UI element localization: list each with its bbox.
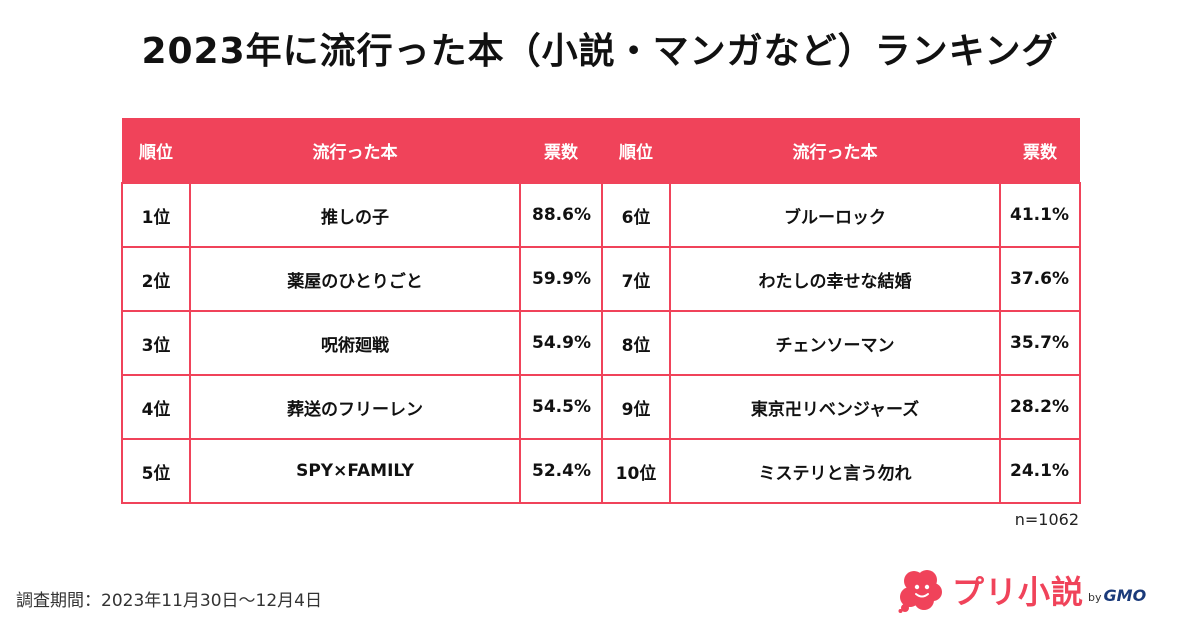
rank-cell: 7位 [601, 246, 671, 312]
header-book-left: 流行った本 [190, 118, 520, 183]
rank-cell: 8位 [601, 310, 671, 376]
header-votes-left: 票数 [520, 118, 602, 183]
book-cell: 推しの子 [189, 182, 521, 248]
book-cell: チェンソーマン [669, 310, 1001, 376]
rank-cell: 10位 [601, 438, 671, 504]
votes-cell: 35.7% [999, 310, 1081, 376]
votes-cell: 88.6% [519, 182, 603, 248]
book-cell: わたしの幸せな結婚 [669, 246, 1001, 312]
book-cell: 薬屋のひとりごと [189, 246, 521, 312]
brand-name: プリ小説 [952, 573, 1085, 611]
cloud-logo-icon [898, 567, 944, 613]
table-row: 3位 呪術廻戦 54.9% 8位 チェンソーマン 35.7% [121, 310, 1081, 376]
table-row: 5位 SPY×FAMILY 52.4% 10位 ミステリと言う勿れ 24.1% [121, 438, 1081, 504]
votes-cell: 54.5% [519, 374, 603, 440]
header-book-right: 流行った本 [670, 118, 1000, 183]
table-row: 4位 葬送のフリーレン 54.5% 9位 東京卍リベンジャーズ 28.2% [121, 374, 1081, 440]
rank-cell: 5位 [121, 438, 191, 504]
votes-cell: 41.1% [999, 182, 1081, 248]
sample-size-note: n=1062 [1014, 510, 1079, 529]
rank-cell: 4位 [121, 374, 191, 440]
brand-logo: プリ小説 by GMO [898, 560, 1190, 620]
table-row: 1位 推しの子 88.6% 6位 ブルーロック 41.1% [121, 182, 1081, 248]
votes-cell: 54.9% [519, 310, 603, 376]
votes-cell: 24.1% [999, 438, 1081, 504]
header-rank-right: 順位 [602, 118, 670, 183]
votes-cell: 52.4% [519, 438, 603, 504]
rank-cell: 1位 [121, 182, 191, 248]
rank-cell: 6位 [601, 182, 671, 248]
table-row: 2位 薬屋のひとりごと 59.9% 7位 わたしの幸せな結婚 37.6% [121, 246, 1081, 312]
book-cell: 葬送のフリーレン [189, 374, 521, 440]
table-header-row: 順位 流行った本 票数 順位 流行った本 票数 [122, 118, 1080, 183]
votes-cell: 28.2% [999, 374, 1081, 440]
votes-cell: 59.9% [519, 246, 603, 312]
book-cell: ミステリと言う勿れ [669, 438, 1001, 504]
header-votes-right: 票数 [1000, 118, 1080, 183]
rank-cell: 3位 [121, 310, 191, 376]
book-cell: 東京卍リベンジャーズ [669, 374, 1001, 440]
survey-period: 調査期間：2023年11月30日〜12月4日 [16, 591, 322, 611]
votes-cell: 37.6% [999, 246, 1081, 312]
rank-cell: 2位 [121, 246, 191, 312]
page-title: 2023年に流行った本（小説・マンガなど）ランキング [141, 31, 1059, 72]
header-rank-left: 順位 [122, 118, 190, 183]
ranking-table: 順位 流行った本 票数 順位 流行った本 票数 1位 推しの子 88.6% 6位… [121, 118, 1081, 504]
brand-by: by [1088, 590, 1102, 604]
book-cell: ブルーロック [669, 182, 1001, 248]
brand-company: GMO [1103, 585, 1147, 605]
rank-cell: 9位 [601, 374, 671, 440]
book-cell: 呪術廻戦 [189, 310, 521, 376]
book-cell: SPY×FAMILY [189, 438, 521, 504]
